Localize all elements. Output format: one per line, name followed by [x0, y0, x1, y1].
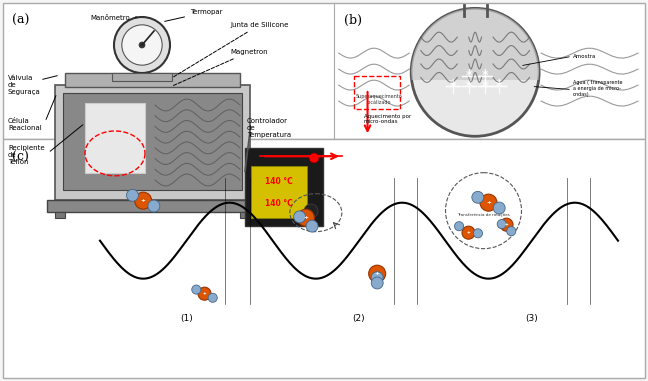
- Text: *: *: [465, 80, 472, 93]
- Text: (3): (3): [526, 314, 538, 323]
- FancyBboxPatch shape: [85, 103, 145, 173]
- Circle shape: [148, 200, 160, 212]
- Circle shape: [411, 8, 539, 136]
- Circle shape: [294, 211, 306, 223]
- Circle shape: [304, 204, 318, 218]
- Text: (c): (c): [12, 151, 29, 164]
- Circle shape: [371, 277, 383, 289]
- FancyBboxPatch shape: [112, 73, 172, 81]
- Circle shape: [208, 293, 217, 302]
- Text: +: +: [486, 200, 491, 205]
- Text: (b): (b): [343, 14, 362, 27]
- Text: +: +: [303, 215, 308, 220]
- Circle shape: [454, 222, 463, 231]
- Text: *: *: [481, 69, 488, 82]
- Polygon shape: [411, 8, 539, 80]
- Text: +: +: [505, 222, 509, 227]
- FancyBboxPatch shape: [240, 212, 250, 218]
- Text: Controlador
de
Temperatura: Controlador de Temperatura: [247, 118, 291, 138]
- Circle shape: [369, 265, 386, 282]
- Text: +: +: [467, 230, 470, 235]
- Text: Recipiente
de
Teflon: Recipiente de Teflon: [8, 145, 45, 165]
- Circle shape: [480, 194, 497, 211]
- Circle shape: [371, 272, 383, 283]
- Circle shape: [135, 192, 152, 209]
- FancyBboxPatch shape: [55, 85, 250, 200]
- Text: 140 °C: 140 °C: [265, 177, 293, 186]
- Text: *: *: [465, 69, 472, 82]
- Circle shape: [297, 209, 314, 226]
- FancyBboxPatch shape: [55, 212, 65, 218]
- Text: Termopar: Termopar: [165, 9, 222, 21]
- Text: Manômetro: Manômetro: [90, 15, 137, 21]
- Text: (a): (a): [12, 14, 29, 27]
- FancyBboxPatch shape: [3, 139, 645, 378]
- Text: 140 °C: 140 °C: [265, 199, 293, 208]
- Circle shape: [493, 202, 505, 214]
- Text: Junta de Silicone: Junta de Silicone: [172, 22, 288, 78]
- Text: *: *: [450, 80, 456, 93]
- FancyBboxPatch shape: [251, 166, 307, 218]
- Circle shape: [462, 226, 475, 239]
- Text: Célula
Reacional: Célula Reacional: [8, 118, 41, 131]
- Circle shape: [474, 229, 483, 238]
- Circle shape: [500, 218, 513, 231]
- Text: +: +: [141, 198, 146, 203]
- Circle shape: [309, 153, 319, 163]
- Circle shape: [114, 17, 170, 73]
- Circle shape: [497, 219, 506, 229]
- Text: Superaquecimento
locálizado: Superaquecimento locálizado: [356, 94, 402, 105]
- Circle shape: [507, 227, 516, 236]
- Circle shape: [306, 220, 318, 232]
- FancyBboxPatch shape: [47, 200, 258, 212]
- FancyBboxPatch shape: [3, 3, 645, 139]
- Text: (1): (1): [180, 314, 192, 323]
- Circle shape: [139, 42, 145, 48]
- Text: (2): (2): [353, 314, 365, 323]
- Circle shape: [126, 189, 139, 201]
- Text: *: *: [496, 80, 502, 93]
- FancyBboxPatch shape: [65, 73, 240, 87]
- Text: *: *: [481, 80, 488, 93]
- Text: +: +: [203, 291, 206, 296]
- FancyBboxPatch shape: [63, 93, 242, 190]
- Circle shape: [192, 285, 201, 294]
- Text: Agua ( transparente
a energia de micro-
ondas): Agua ( transparente a energia de micro- …: [573, 80, 623, 97]
- FancyBboxPatch shape: [245, 148, 323, 226]
- Circle shape: [472, 191, 484, 203]
- Text: Magnetron: Magnetron: [172, 49, 268, 86]
- Text: Válvula
de
Seguraça: Válvula de Seguraça: [8, 75, 41, 95]
- Text: +: +: [375, 271, 380, 276]
- Text: Aquecimento por
micro-ondas: Aquecimento por micro-ondas: [364, 114, 411, 125]
- Text: Transferência de rotações: Transferência de rotações: [457, 213, 510, 217]
- Text: Amostra: Amostra: [573, 54, 596, 59]
- Circle shape: [122, 25, 162, 65]
- Circle shape: [198, 287, 211, 300]
